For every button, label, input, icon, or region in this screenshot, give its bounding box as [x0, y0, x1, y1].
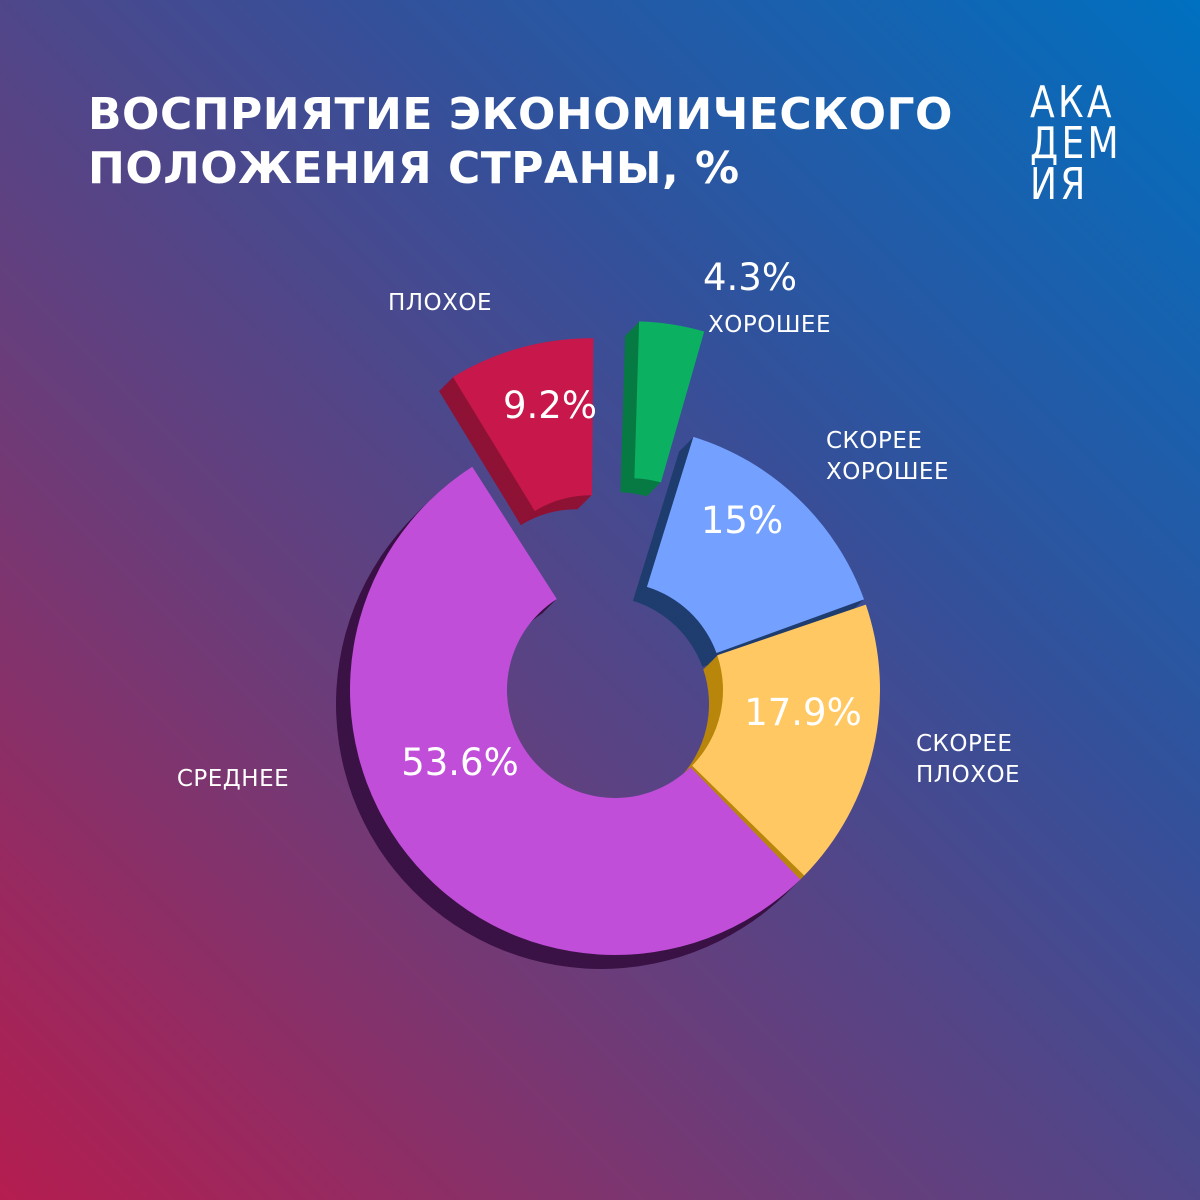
slice-tops: [350, 321, 880, 955]
slice-0: [452, 338, 594, 512]
slice-category-label-0: ПЛОХОЕ: [388, 290, 492, 316]
slice-value-label-3: 17.9%: [744, 691, 862, 734]
slice-category-label-3: ПЛОХОЕ: [916, 762, 1020, 788]
logo-line-2: ДЕМ: [1030, 118, 1122, 169]
slice-category-label-2: СКОРЕЕ: [826, 428, 922, 454]
logo-line-3: ИЯ: [1030, 159, 1089, 210]
chart-title: ВОСПРИЯТИЕ ЭКОНОМИЧЕСКОГО ПОЛОЖЕНИЯ СТРА…: [88, 88, 1008, 196]
slice-category-label-3: СКОРЕЕ: [916, 731, 1012, 757]
chart-title-line-2: ПОЛОЖЕНИЯ СТРАНЫ, %: [88, 143, 740, 194]
akademiya-logo: АКА ДЕМ ИЯ: [1030, 77, 1122, 210]
slice-value-label-4: 53.6%: [401, 741, 519, 784]
slice-2: [646, 436, 865, 654]
slice-value-label-1: 4.3%: [703, 256, 797, 299]
chart-title-line-1: ВОСПРИЯТИЕ ЭКОНОМИЧЕСКОГО: [88, 89, 953, 140]
slice-category-label-2: ХОРОШЕЕ: [826, 459, 949, 485]
slice-category-label-4: СРЕДНЕЕ: [177, 766, 289, 792]
slice-value-label-2: 15%: [701, 499, 783, 542]
slice-value-label-0: 9.2%: [503, 384, 597, 427]
slice-4: [350, 466, 801, 955]
slice-labels: 9.2% ПЛОХОЕ 4.3% ХОРОШЕЕ 15% СКОРЕЕ ХОРОШЕЕ 17.…: [177, 256, 1020, 792]
slice-3: [692, 604, 880, 876]
slice-1: [634, 321, 705, 483]
slice-category-label-1: ХОРОШЕЕ: [708, 312, 831, 338]
logo-line-1: АКА: [1030, 77, 1115, 128]
